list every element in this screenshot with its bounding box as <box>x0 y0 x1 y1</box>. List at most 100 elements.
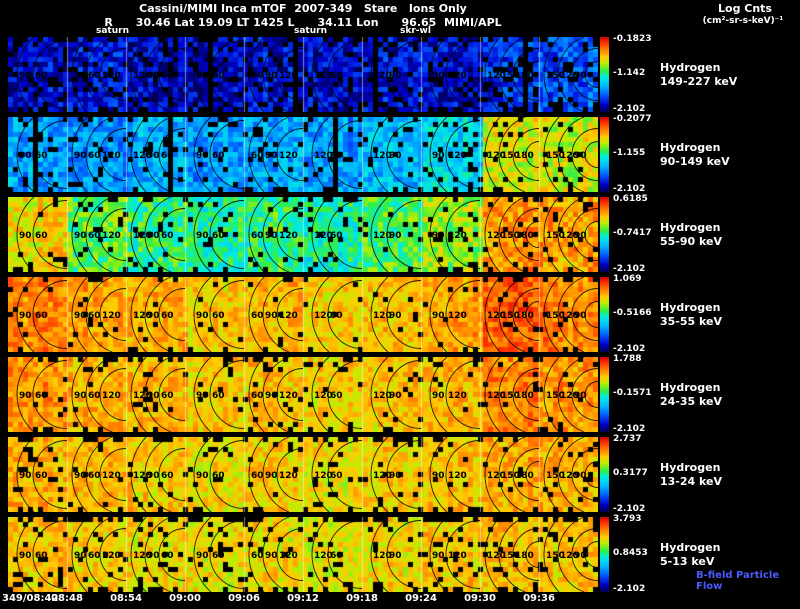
contour-label: 120 <box>279 391 298 401</box>
contour-label: 90 <box>19 71 32 81</box>
contour-line <box>209 120 245 189</box>
contour-label: 120 <box>279 551 298 561</box>
contour-line <box>248 357 265 432</box>
colorbar-tick-min: -2.102 <box>613 584 646 594</box>
contour-label: 60 <box>161 231 174 241</box>
contour-label: 90 <box>147 151 160 161</box>
contour-line <box>193 117 212 192</box>
contour-line <box>386 120 422 189</box>
contour-line <box>130 357 147 432</box>
contour-line <box>262 117 290 192</box>
contour-line <box>248 37 265 112</box>
contour-line <box>276 368 304 421</box>
contour-line <box>445 280 481 349</box>
contour-label: 90 <box>574 151 587 161</box>
colorbar-tick-mid: -1.155 <box>613 148 646 158</box>
colorbar-tick-min: -2.102 <box>613 104 646 114</box>
contour-label: 60 <box>88 71 101 81</box>
contour-line <box>144 437 172 512</box>
contour-line <box>276 288 304 341</box>
contour-line <box>144 357 172 432</box>
contour-label: 60 <box>251 231 264 241</box>
event-marker: saturn <box>294 26 327 36</box>
contour-line <box>209 360 245 429</box>
contour-label: 60 <box>88 231 101 241</box>
contour-line <box>429 517 448 592</box>
contour-label: 90 <box>265 231 278 241</box>
contour-label: 90 <box>574 311 587 321</box>
contour-label: 90 <box>574 391 587 401</box>
spectrogram-panel: 90 60 90 60 120 120 90 60 90 60 60 90 120 120 60 120 90 9… <box>8 37 598 112</box>
contour-line <box>262 37 290 112</box>
contour-label: 150 <box>501 551 520 561</box>
contour-label: 120 <box>102 71 121 81</box>
contour-line <box>71 357 88 432</box>
energy-range-label: 149-227 keV <box>660 74 738 88</box>
time-tick-label: 08:48 <box>51 593 83 604</box>
contour-line <box>193 517 212 592</box>
contour-line <box>445 40 481 109</box>
contour-label: 90 <box>265 311 278 321</box>
contour-label: 90 <box>74 311 87 321</box>
contour-line <box>525 61 540 88</box>
contour-line <box>158 528 186 581</box>
contour-line <box>130 197 147 272</box>
contour-line <box>71 277 88 352</box>
colorbar-legend-title: Log Cnts <box>718 2 772 15</box>
contour-label: 120 <box>448 471 467 481</box>
colorbar-tick-max: 2.737 <box>613 434 642 444</box>
contour-label: 180 <box>515 551 534 561</box>
contour-line <box>16 357 35 432</box>
contour-label: 120 <box>102 151 121 161</box>
time-tick-label: 349/08:42 <box>2 593 59 604</box>
energy-band-label: Hydrogen 35-55 keV <box>660 277 795 352</box>
contour-label: 90 <box>265 151 278 161</box>
contour-label: 120 <box>373 391 392 401</box>
contour-label: 60 <box>161 471 174 481</box>
contour-line <box>276 48 304 101</box>
contour-line <box>32 40 68 109</box>
contour-line <box>32 440 68 509</box>
event-marker: saturn <box>96 26 129 36</box>
contour-line <box>158 128 186 181</box>
contour-line <box>327 200 363 269</box>
contour-label: 120 <box>314 391 333 401</box>
contour-line <box>584 141 598 168</box>
energy-band-label: Hydrogen 24-35 keV <box>660 357 795 432</box>
contour-line <box>71 197 88 272</box>
contour-label: 60 <box>35 471 48 481</box>
contour-label: 120 <box>314 311 333 321</box>
contour-line <box>557 197 585 272</box>
contour-label: 150 <box>546 471 565 481</box>
energy-range-label: 55-90 keV <box>660 234 723 248</box>
contour-label: 120 <box>373 151 392 161</box>
contour-line <box>99 48 127 101</box>
time-tick-label: 09:00 <box>169 593 201 604</box>
contour-line <box>429 357 448 432</box>
contour-line <box>32 280 68 349</box>
contour-line <box>386 280 422 349</box>
contour-line <box>571 528 598 581</box>
contour-label: 120 <box>448 231 467 241</box>
contour-label: 120 <box>560 391 579 401</box>
plot-title: Cassini/MIMI Inca mTOF 2007-349 Stare Io… <box>139 2 467 15</box>
contour-label: 90 <box>432 311 445 321</box>
contour-line <box>276 448 304 501</box>
heatmap-canvas <box>8 437 598 512</box>
contour-line <box>85 117 113 192</box>
contour-line <box>386 200 422 269</box>
contour-label: 120 <box>102 231 121 241</box>
contour-line <box>327 40 363 109</box>
contour-label: 90 <box>19 551 32 561</box>
energy-band-label: Hydrogen 90-149 keV <box>660 117 795 192</box>
contour-line <box>584 61 598 88</box>
contour-line <box>370 37 389 112</box>
colorbar <box>600 517 609 592</box>
contour-label: 150 <box>501 151 520 161</box>
contour-line <box>584 221 598 248</box>
contour-label: 90 <box>74 71 87 81</box>
contour-line <box>370 357 389 432</box>
contour-label: 120 <box>102 551 121 561</box>
